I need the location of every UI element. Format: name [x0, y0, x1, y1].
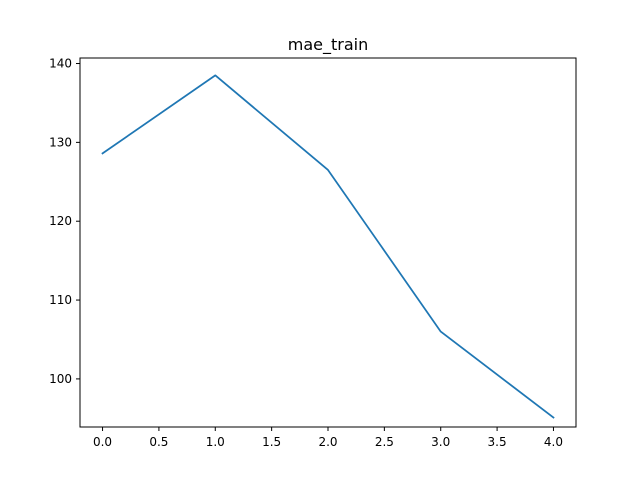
x-tick-label: 2.0 — [318, 435, 337, 449]
y-tick-label: 120 — [49, 214, 72, 228]
chart-title: mae_train — [288, 35, 368, 55]
y-tick-label: 140 — [49, 57, 72, 71]
x-tick-label: 3.0 — [431, 435, 450, 449]
x-tick-label: 3.5 — [488, 435, 507, 449]
y-tick-label: 110 — [49, 293, 72, 307]
plot-area: 0.0 0.5 1.0 1.5 2.0 2.5 3.0 3.5 4.0 100 110 120 130… — [49, 57, 577, 449]
axes-frame — [79, 57, 577, 428]
x-axis: 0.0 0.5 1.0 1.5 2.0 2.5 3.0 3.5 4.0 — [93, 427, 563, 449]
y-tick-label: 130 — [49, 135, 72, 149]
x-tick-label: 1.5 — [262, 435, 281, 449]
x-tick-label: 2.5 — [375, 435, 394, 449]
series-layer — [101, 74, 555, 419]
x-tick-label: 0.5 — [149, 435, 168, 449]
y-axis: 100 110 120 130 140 — [49, 57, 80, 386]
x-tick-label: 4.0 — [544, 435, 563, 449]
x-tick-label: 0.0 — [93, 435, 112, 449]
y-tick-label: 100 — [49, 372, 72, 386]
x-tick-label: 1.0 — [206, 435, 225, 449]
